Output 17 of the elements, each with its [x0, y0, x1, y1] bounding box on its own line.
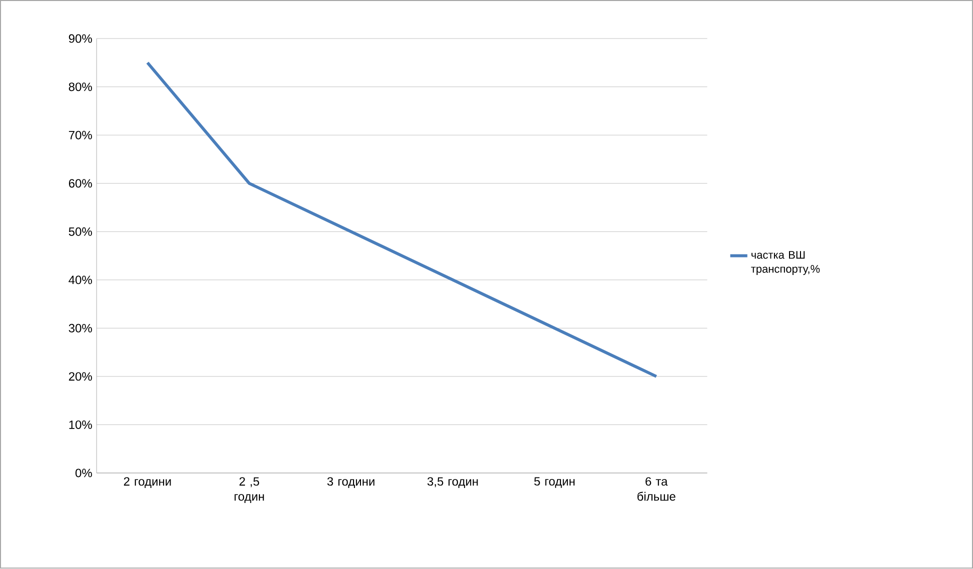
y-tick-label: 90% [68, 34, 92, 43]
x-tick-label: 2 години [124, 477, 171, 488]
x-tick-label: 3,5 годин [427, 477, 478, 488]
y-tick-label: 0% [76, 468, 92, 478]
y-tick-label: 30% [68, 324, 92, 333]
y-tick-label: 10% [69, 420, 92, 430]
y-tick-label: 20% [68, 372, 92, 381]
x-tick-label: 6 та більше [637, 477, 676, 501]
x-tick-label: 2 ,5 годин [234, 477, 264, 504]
x-tick-label: 3 години [327, 477, 374, 488]
y-tick-label: 60% [68, 179, 92, 188]
legend-label: частка ВШ транспорту,% [751, 251, 820, 276]
y-tick-label: 50% [68, 228, 92, 236]
x-tick-label: 5 годин [534, 477, 575, 488]
y-tick-label: 40% [68, 276, 92, 284]
y-tick-label: 70% [68, 131, 92, 140]
y-tick-label: 80% [68, 82, 92, 92]
